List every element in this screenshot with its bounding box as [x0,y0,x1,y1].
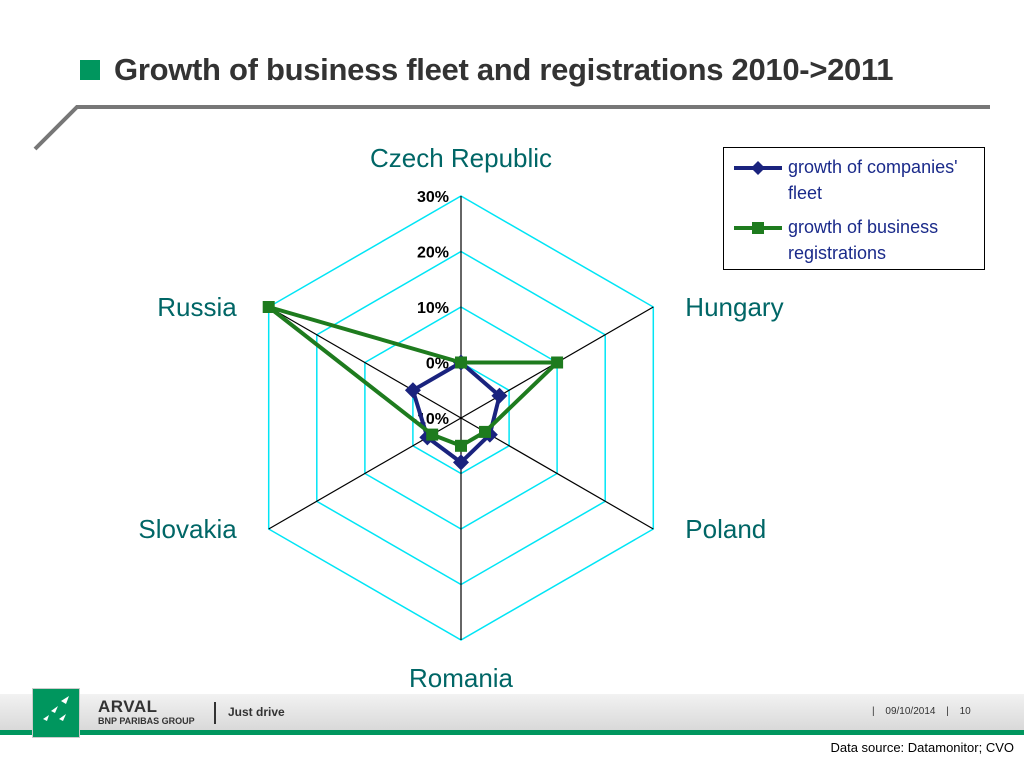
bnp-logo [32,688,80,738]
data-source: Data source: Datamonitor; CVO [830,740,1014,755]
page-info-separator: | [946,706,949,717]
slogan: Just drive [228,705,285,719]
axis-spoke [268,306,462,419]
data-point [453,454,469,471]
diamond-marker-icon [751,161,765,175]
category-label: Poland [685,514,766,544]
data-point [491,387,508,404]
category-label: Slovakia [138,514,237,544]
category-label: Romania [409,663,514,693]
data-point [551,356,564,369]
brand-name: ARVAL [98,697,158,716]
tick-label: 10% [417,300,449,317]
page-info-separator: | [872,706,875,717]
category-label: Czech Republic [370,143,552,173]
chart-legend: growth of companies' fleet growth of bus… [723,147,985,270]
data-point [404,382,421,399]
legend-label-registrations: growth of business registrations [788,217,939,263]
slide-title: Growth of business fleet and registratio… [114,52,894,87]
category-label: Russia [157,292,237,322]
category-label: Hungary [685,292,783,322]
birds-logo-icon [43,696,69,721]
title-rule [33,105,990,151]
data-point [426,428,439,441]
title-bullet-icon [80,60,100,80]
data-point [262,301,275,313]
data-point [479,425,491,438]
footer-bar [0,694,1024,730]
data-point [455,356,467,369]
page-number: 10 [959,706,971,717]
tick-label: 30% [417,189,449,206]
square-marker-icon [752,222,764,234]
radar-chart: -10%0%10%20%30%Czech RepublicHungaryPola… [138,143,783,693]
tick-label: 0% [426,356,449,373]
brand-separator [214,702,216,724]
brand-subtitle: BNP PARIBAS GROUP [98,716,195,726]
footer-date: 09/10/2014 [885,706,936,717]
legend-label-fleet: growth of companies' fleet [788,157,958,203]
data-point [455,439,467,452]
tick-label: 20% [417,245,449,262]
page-info: | 09/10/2014 | 10 [868,706,975,717]
footer-accent-line [0,730,1024,735]
